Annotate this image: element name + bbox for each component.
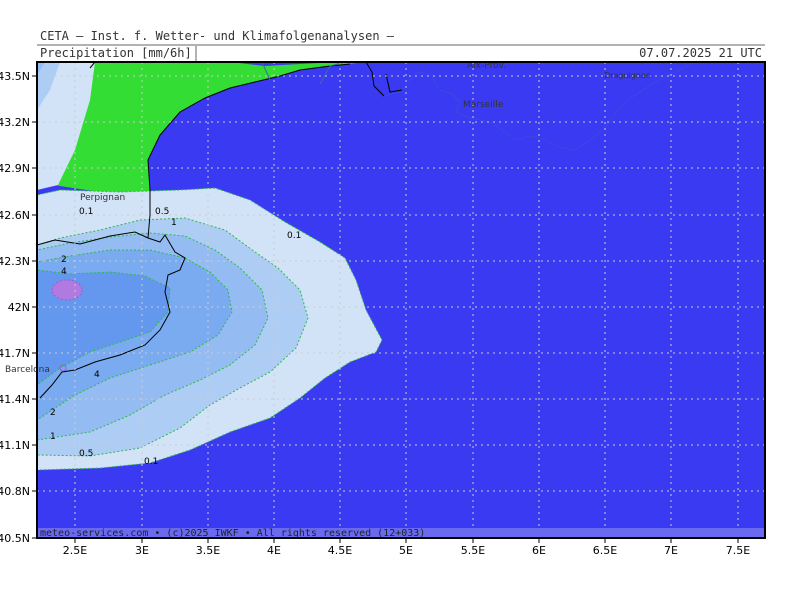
lon-tick-label: 4.5E — [328, 544, 352, 557]
lon-tick-label: 7.5E — [726, 544, 750, 557]
lat-tick-label: 42.3N — [0, 255, 30, 268]
axis-ticks — [32, 75, 739, 543]
precip-max-cell — [51, 279, 83, 301]
map-frame — [36, 61, 766, 539]
lon-tick-label: 3E — [135, 544, 149, 557]
contour-label: 0.5 — [155, 207, 169, 217]
city-label-draguignan: Draguignan — [604, 71, 651, 80]
contour-label: 0.5 — [79, 449, 93, 459]
lat-tick-label: 40.8N — [0, 485, 30, 498]
contour-label: 1 — [50, 432, 56, 442]
inland-precip — [37, 62, 95, 190]
contour-label: 0.1 — [144, 457, 158, 467]
lon-tick-label: 5E — [399, 544, 413, 557]
lat-tick-label: 43.2N — [0, 116, 30, 129]
longitude-labels: 2.5E 3E 3.5E 4E 4.5E 5E 5.5E 6E 6.5E 7E 7.5E — [63, 544, 750, 557]
contour-label: 2 — [61, 255, 67, 265]
city-label-barcelona: Barcelona — [5, 365, 50, 375]
city-label-aix: Aix-Prov. — [467, 61, 506, 71]
contour-label: 1 — [171, 218, 177, 228]
contour-label: 4 — [61, 267, 67, 277]
coastline-catalonia — [39, 234, 186, 399]
lon-tick-label: 4E — [267, 544, 281, 557]
lat-tick-label: 42.6N — [0, 209, 30, 222]
footer-band — [37, 528, 765, 538]
source-title: CETA — Inst. f. Wetter- und Klimafolgena… — [40, 29, 395, 43]
border-pyrenees — [37, 231, 149, 246]
lat-tick-label: 43.5N — [0, 70, 30, 83]
lat-tick-label: 42.9N — [0, 162, 30, 175]
valid-time: 07.07.2025 21 UTC — [639, 46, 762, 60]
lat-tick-label: 40.5N — [0, 532, 30, 545]
contour-label: 0.1 — [79, 207, 93, 217]
contour-label: 4 — [94, 370, 100, 380]
region-border — [261, 62, 271, 81]
lat-tick-label: 42N — [8, 301, 30, 314]
coastline-france — [147, 63, 351, 239]
grid — [37, 62, 765, 538]
lon-tick-label: 5.5E — [461, 544, 485, 557]
lon-tick-label: 3.5E — [196, 544, 220, 557]
city-label-marseille: Marseille — [463, 100, 504, 110]
lat-tick-label: 41.1N — [0, 439, 30, 452]
lon-tick-label: 2.5E — [63, 544, 87, 557]
coastline-provence — [365, 62, 403, 97]
lon-tick-label: 7E — [664, 544, 678, 557]
lat-tick-label: 41.7N — [0, 347, 30, 360]
lon-tick-label: 6.5E — [593, 544, 617, 557]
field-label: Precipitation [mm/6h] — [40, 46, 192, 60]
barcelona-marker — [59, 364, 67, 372]
contour-label: 2 — [50, 408, 56, 418]
latitude-labels: 43.5N 43.2N 42.9N 42.6N 42.3N 42N 41.7N 41.4N 41… — [0, 70, 30, 545]
contour-label: 0.1 — [287, 231, 301, 241]
city-label-perpignan: Perpignan — [80, 193, 125, 203]
copyright-footer: meteo-services.com • (c)2025 IWKF • All … — [40, 528, 425, 539]
lon-tick-label: 6E — [532, 544, 546, 557]
lat-tick-label: 41.4N — [0, 393, 30, 406]
